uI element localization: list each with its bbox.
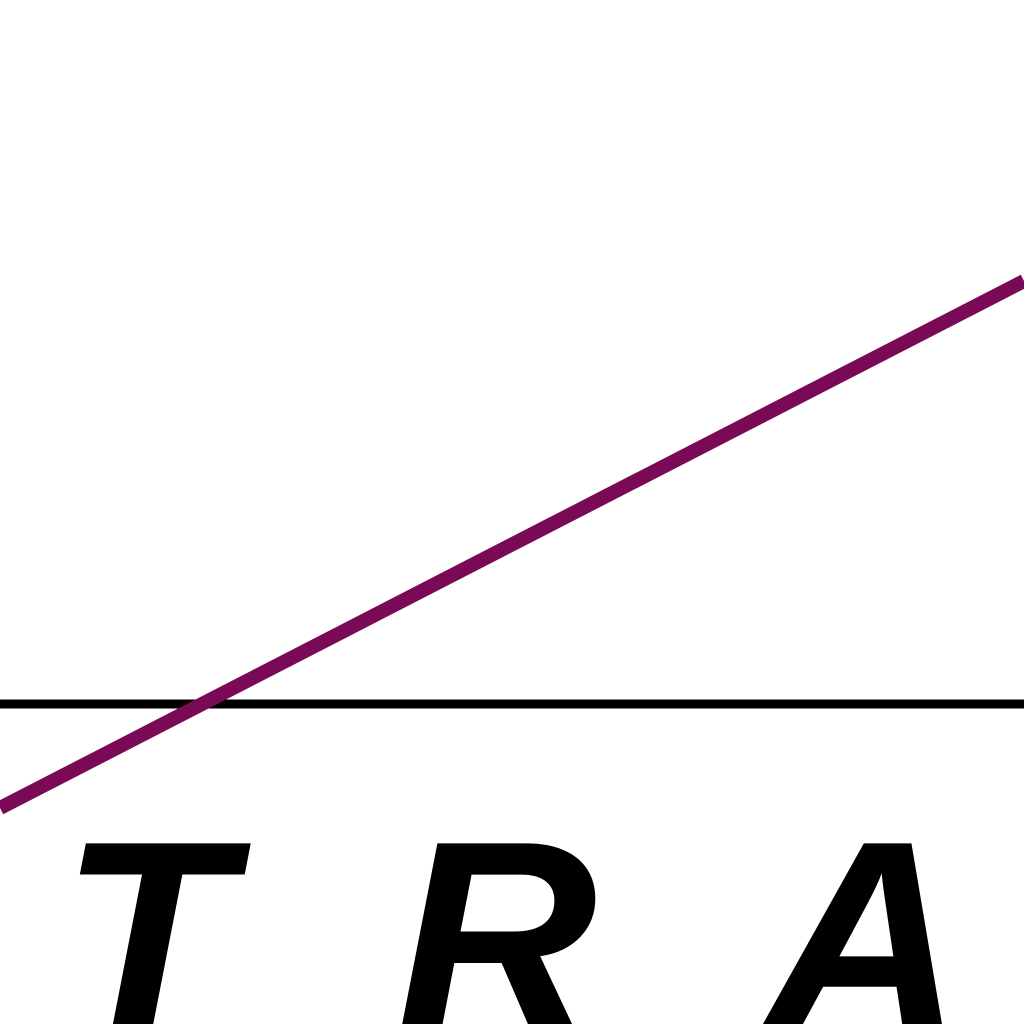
label-r: R [395,784,598,1024]
label-t: T [60,784,232,1024]
diagonal-line [0,274,1024,815]
label-a: A [762,784,965,1024]
